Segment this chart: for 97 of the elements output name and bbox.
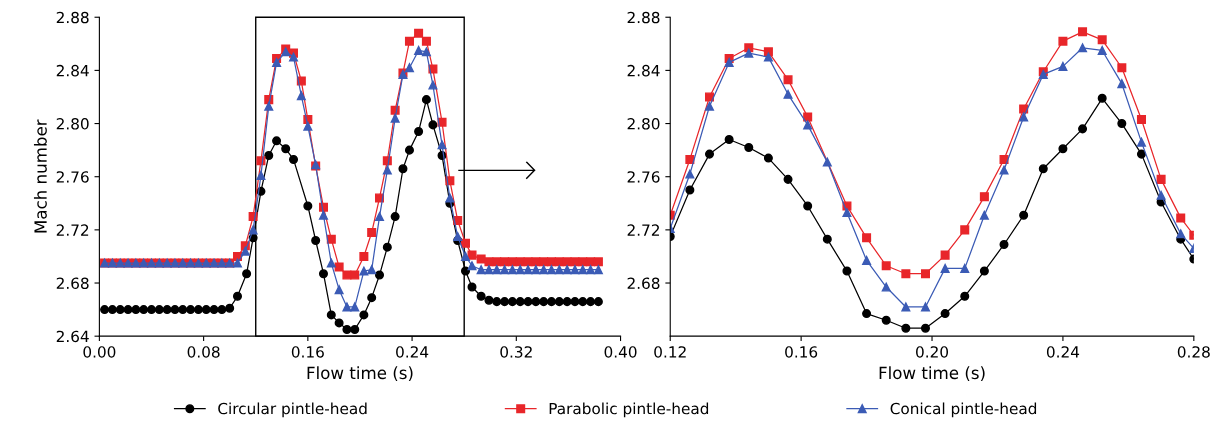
y-tick-label: 2.72 bbox=[627, 224, 659, 236]
point bbox=[960, 263, 970, 273]
point bbox=[881, 261, 891, 271]
point bbox=[822, 157, 832, 167]
point bbox=[783, 89, 793, 99]
point bbox=[862, 233, 872, 243]
point bbox=[1097, 93, 1107, 103]
x-tick-label: 0.08 bbox=[187, 346, 220, 358]
point bbox=[1058, 36, 1068, 46]
point bbox=[724, 134, 734, 145]
point bbox=[803, 112, 813, 122]
point bbox=[1058, 61, 1068, 71]
point bbox=[979, 210, 989, 220]
x-axis-title: Flow time (s) bbox=[879, 366, 985, 382]
legend-label: Conical pintle-head bbox=[890, 402, 1037, 418]
point bbox=[1156, 174, 1166, 184]
point bbox=[901, 269, 911, 279]
x-tick-label: 0.12 bbox=[654, 346, 686, 358]
point bbox=[960, 225, 970, 235]
point bbox=[999, 165, 1009, 175]
point bbox=[940, 250, 950, 260]
x-tick-label: 0.16 bbox=[785, 346, 818, 358]
point bbox=[979, 266, 989, 276]
point bbox=[685, 185, 695, 195]
point bbox=[783, 174, 793, 184]
x-tick-label: 0.24 bbox=[1046, 346, 1080, 358]
point bbox=[685, 154, 695, 164]
y-tick-label: 2.76 bbox=[56, 171, 89, 183]
point bbox=[1176, 229, 1186, 239]
legend-label: Circular pintle-head bbox=[218, 402, 367, 418]
point bbox=[724, 57, 734, 67]
x-tick-label: 0.00 bbox=[83, 346, 116, 358]
point bbox=[960, 291, 970, 301]
legend-label: Parabolic pintle-head bbox=[549, 402, 709, 418]
point bbox=[1038, 164, 1048, 174]
point bbox=[881, 315, 891, 325]
y-tick-label: 2.76 bbox=[627, 171, 660, 183]
y-tick-label: 2.68 bbox=[627, 277, 660, 290]
point bbox=[1019, 210, 1029, 220]
y-tick-label: 2.84 bbox=[627, 64, 660, 77]
point bbox=[920, 323, 930, 333]
point bbox=[842, 208, 852, 218]
y-tick-label: 2.88 bbox=[56, 11, 89, 24]
point bbox=[1156, 190, 1166, 200]
point bbox=[803, 120, 813, 130]
y-tick-label: 2.88 bbox=[627, 11, 660, 24]
y-tick-label: 2.68 bbox=[56, 277, 89, 290]
point bbox=[1117, 63, 1127, 73]
point bbox=[881, 282, 891, 292]
point bbox=[940, 263, 950, 273]
point bbox=[940, 309, 950, 319]
y-tick-label: 2.84 bbox=[56, 64, 89, 77]
point bbox=[862, 309, 872, 319]
x-tick-label: 0.32 bbox=[500, 346, 532, 358]
point bbox=[783, 75, 793, 85]
point bbox=[1117, 119, 1127, 129]
point bbox=[1019, 112, 1029, 122]
point bbox=[744, 142, 754, 152]
point bbox=[920, 269, 930, 279]
x-axis-title: Flow time (s) bbox=[307, 366, 413, 382]
point bbox=[704, 101, 715, 111]
x-tick-label: 0.28 bbox=[1177, 346, 1210, 358]
point bbox=[1176, 213, 1186, 223]
x-tick-label: 0.16 bbox=[291, 346, 324, 358]
x-tick-label: 0.20 bbox=[916, 346, 949, 358]
y-tick-label: 2.80 bbox=[627, 118, 660, 130]
point bbox=[842, 266, 852, 276]
point bbox=[704, 149, 715, 159]
point bbox=[1136, 137, 1146, 147]
point bbox=[1078, 43, 1088, 53]
point bbox=[1097, 35, 1107, 45]
point bbox=[685, 169, 695, 179]
y-tick-label: 2.72 bbox=[56, 224, 89, 236]
y-axis-title: Mach number bbox=[33, 119, 47, 233]
point bbox=[979, 192, 989, 202]
point bbox=[822, 234, 832, 244]
point bbox=[763, 153, 773, 163]
point bbox=[744, 48, 754, 58]
x-tick-label: 0.24 bbox=[396, 346, 429, 358]
point bbox=[803, 201, 813, 211]
y-tick-label: 2.80 bbox=[56, 118, 89, 130]
point bbox=[901, 323, 911, 333]
point bbox=[901, 302, 911, 312]
point bbox=[1136, 115, 1146, 125]
point bbox=[763, 52, 773, 62]
point bbox=[1058, 144, 1068, 154]
point bbox=[704, 92, 715, 102]
point bbox=[1097, 45, 1107, 55]
y-tick-label: 2.64 bbox=[56, 330, 89, 343]
point bbox=[920, 302, 930, 312]
point bbox=[999, 239, 1009, 249]
point bbox=[862, 255, 872, 265]
point bbox=[1078, 27, 1088, 37]
point bbox=[1078, 124, 1088, 134]
point bbox=[1117, 79, 1127, 89]
point bbox=[1136, 149, 1146, 159]
x-tick-label: 0.40 bbox=[604, 346, 637, 358]
